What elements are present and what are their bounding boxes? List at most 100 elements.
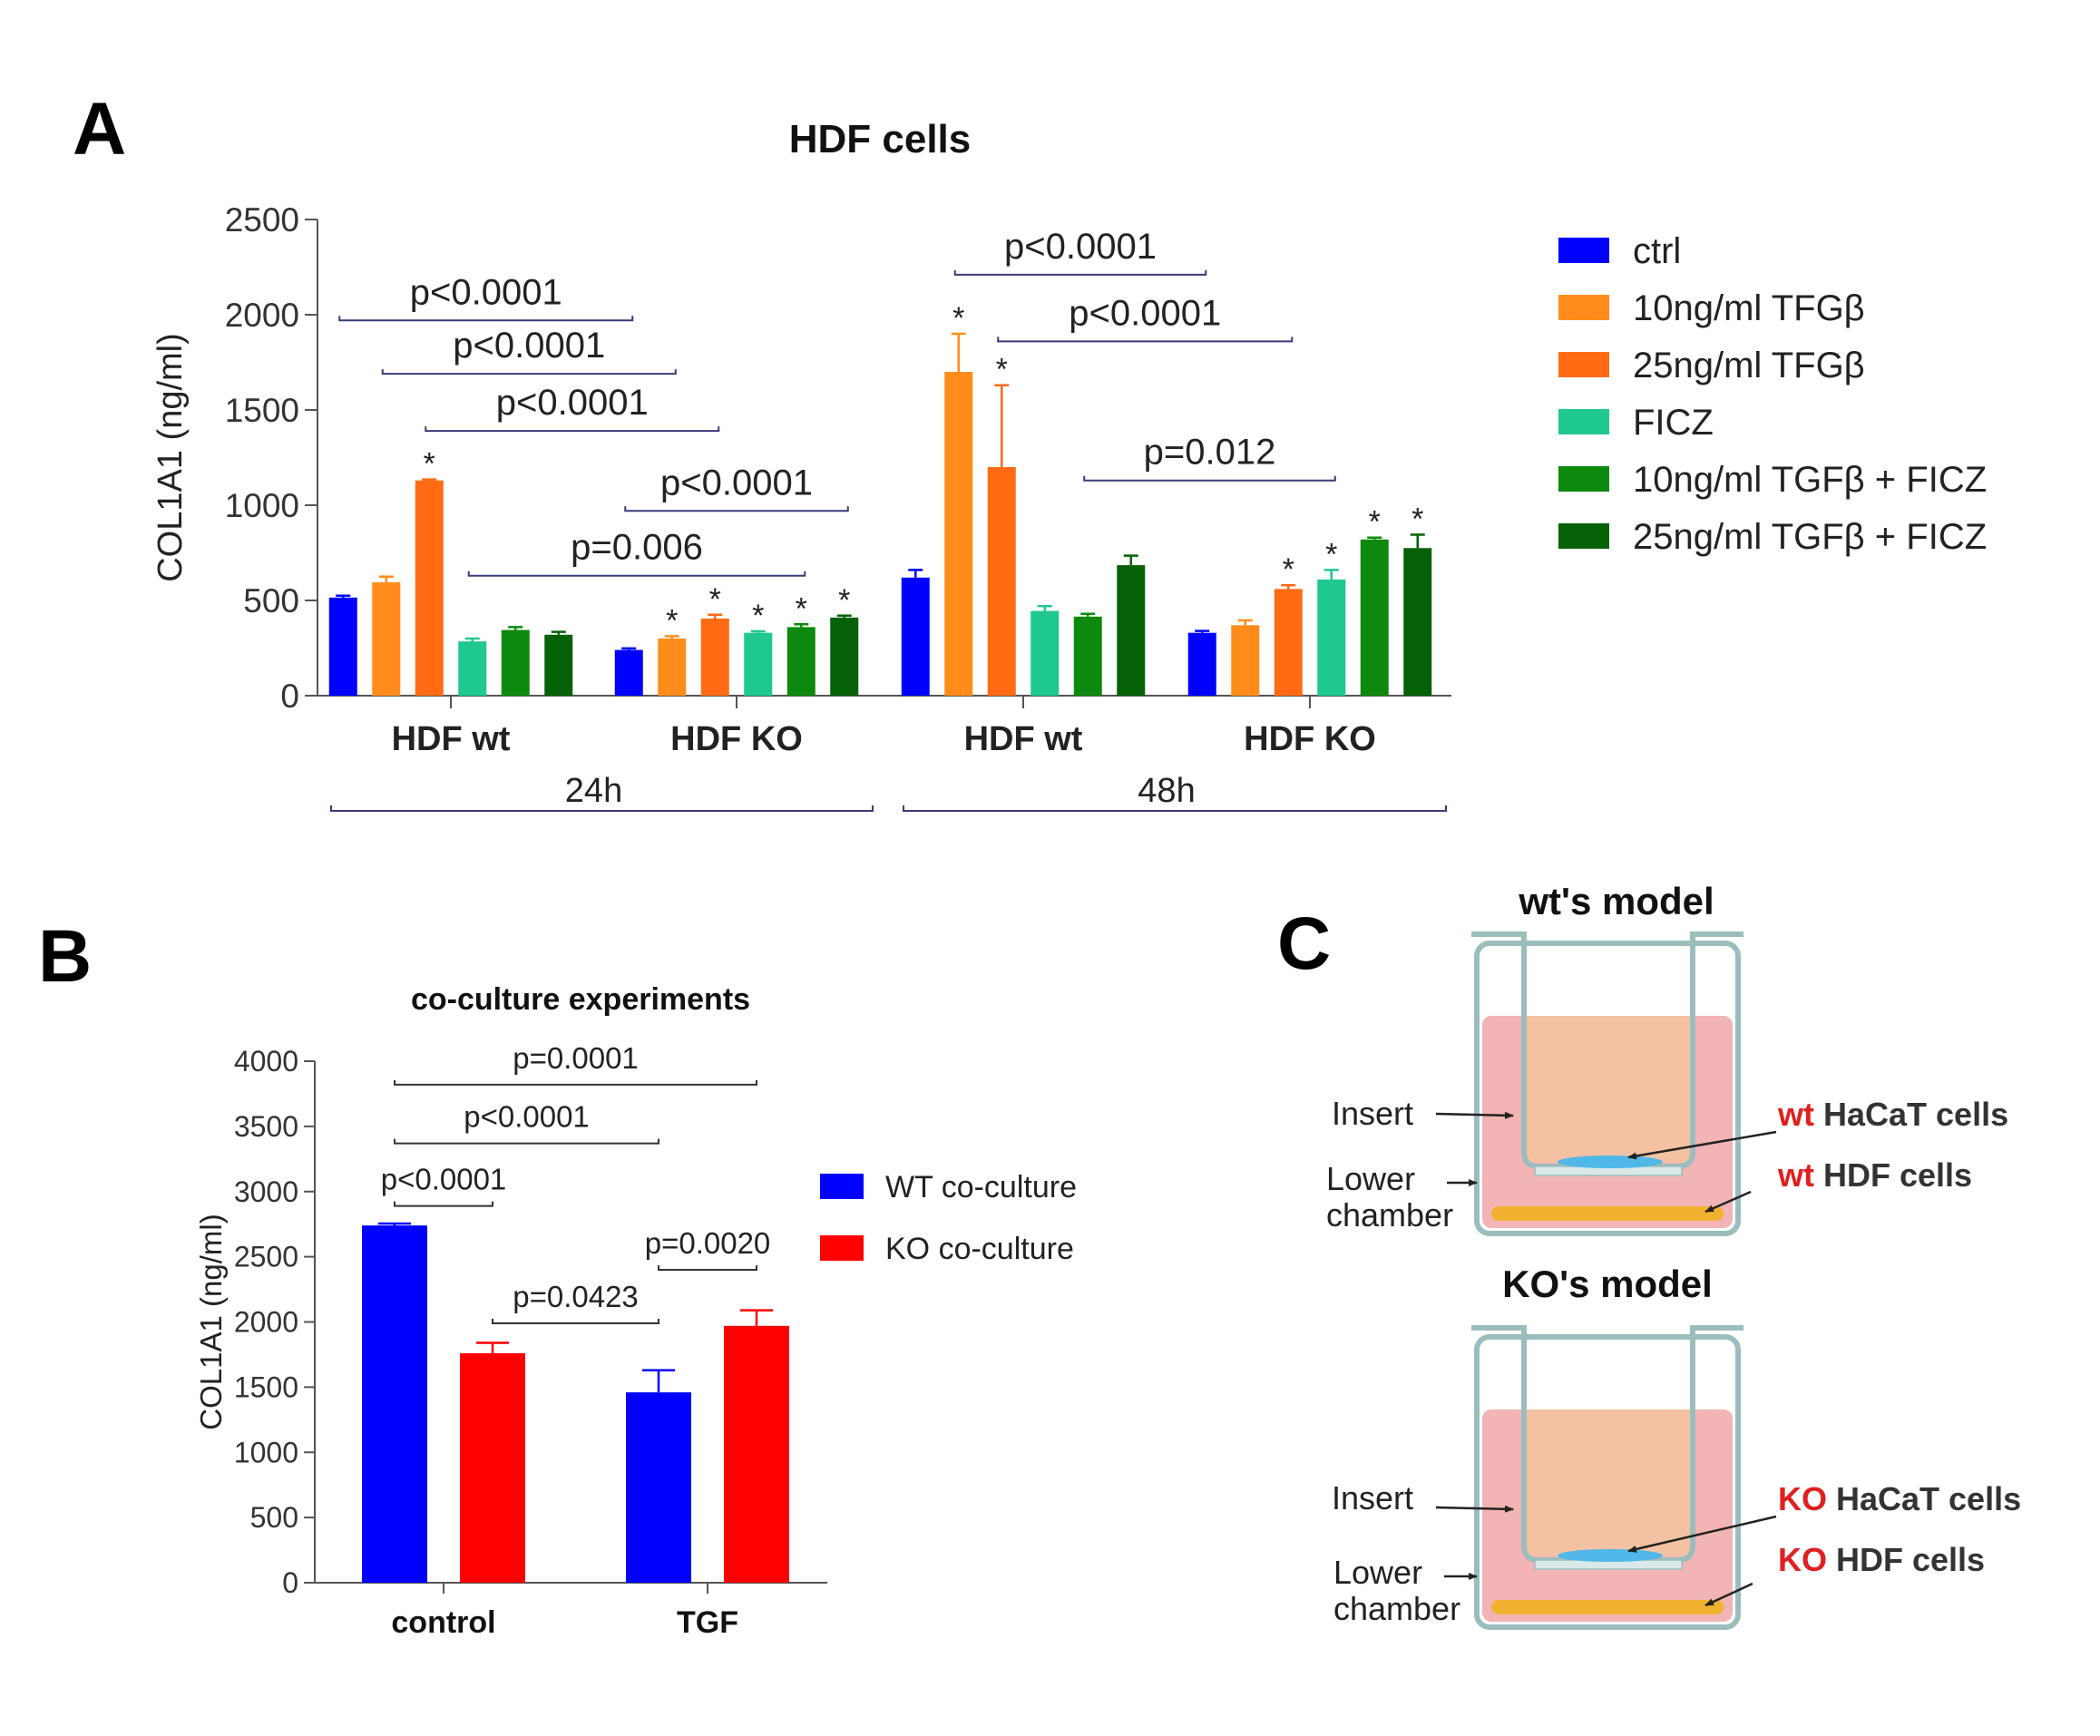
y-tick-label: 3000 <box>234 1175 298 1208</box>
legend-swatch <box>1558 409 1609 434</box>
hdf-cells-icon <box>1491 1206 1724 1221</box>
significance-star: * <box>838 583 850 618</box>
bar <box>1073 616 1102 696</box>
bar <box>415 480 444 696</box>
diagram-transwell-models: wt's model Insert Lower chamber wt HaCaT… <box>1326 880 2021 1630</box>
y-tick-label: 2000 <box>234 1306 298 1339</box>
p-value-label: p<0.0001 <box>1004 227 1157 267</box>
comparison-bracket <box>394 1079 757 1086</box>
p-value-label: p<0.0001 <box>410 272 562 312</box>
bar <box>458 641 487 696</box>
bar <box>1117 565 1146 696</box>
error-bar <box>908 569 923 578</box>
p-value-label: p<0.0001 <box>1069 293 1221 333</box>
y-tick-label: 1000 <box>225 487 299 524</box>
y-tick-label: 2000 <box>225 297 299 334</box>
chart-b-co-culture: co-culture experiments COL1A1 (ng/ml) 0 500… <box>194 982 1077 1640</box>
bar <box>1403 548 1432 696</box>
bar <box>1360 539 1389 696</box>
y-axis-label: COL1A1 (ng/ml) <box>151 333 190 582</box>
error-bar <box>551 630 566 635</box>
lower-label-1: Lower <box>1333 1554 1422 1591</box>
bar <box>1187 632 1216 696</box>
hdf-label: wt HDF cells <box>1777 1156 1972 1194</box>
y-tick-label: 1000 <box>234 1436 298 1468</box>
bar <box>614 649 643 696</box>
significance-star: * <box>952 301 964 336</box>
y-tick-label: 2500 <box>234 1241 298 1273</box>
y-tick-label: 0 <box>282 1566 298 1599</box>
bar <box>372 582 401 696</box>
chart-a-title: HDF cells <box>789 117 972 161</box>
category-label: TGF <box>677 1605 738 1640</box>
legend-label: ctrl <box>1633 231 1681 271</box>
bar <box>460 1353 525 1583</box>
error-bar <box>794 623 809 628</box>
bar <box>1231 625 1260 696</box>
comparison-bracket <box>394 1138 659 1145</box>
group-label: HDF wt <box>964 720 1083 758</box>
error-bar <box>1410 533 1425 549</box>
error-bar <box>464 637 480 642</box>
lower-label-1: Lower <box>1326 1160 1415 1197</box>
transwell-wt <box>1471 931 1743 1236</box>
comparison-bracket <box>1083 475 1336 482</box>
significance-star: * <box>1411 502 1423 537</box>
hacat-cells-icon <box>1558 1156 1663 1168</box>
bar <box>830 617 859 696</box>
error-bar <box>378 1222 411 1226</box>
legend-swatch <box>820 1235 864 1261</box>
significance-star: * <box>796 591 807 626</box>
insert-arrow <box>1435 1111 1514 1119</box>
legend-swatch <box>1558 352 1609 377</box>
significance-star: * <box>424 447 435 482</box>
error-bar <box>750 629 766 633</box>
legend-label: WT co-culture <box>885 1170 1077 1204</box>
error-bar <box>1237 619 1253 626</box>
p-value-label: p=0.0020 <box>645 1226 771 1260</box>
y-tick-label: 4000 <box>234 1045 298 1078</box>
error-bar <box>1123 554 1138 566</box>
hdf-cells-icon <box>1491 1600 1724 1614</box>
y-axis-label: COL1A1 (ng/ml) <box>194 1214 228 1429</box>
error-bar <box>508 626 523 630</box>
y-tick-label: 1500 <box>225 392 299 429</box>
y-tick-label: 0 <box>280 678 299 715</box>
error-bar <box>740 1309 773 1326</box>
category-label: control <box>391 1605 495 1640</box>
bar <box>362 1225 427 1583</box>
hdf-label: KO HDF cells <box>1778 1541 1985 1578</box>
y-tick-label: 500 <box>250 1501 298 1534</box>
error-bar <box>336 594 351 598</box>
error-bar <box>1037 605 1052 611</box>
insert-label: Insert <box>1332 1095 1413 1132</box>
significance-star: * <box>996 353 1008 387</box>
p-value-label: p=0.0001 <box>513 1041 639 1075</box>
p-value-label: p<0.0001 <box>381 1163 507 1196</box>
p-value-label: p<0.0001 <box>660 463 813 502</box>
hacat-arrow <box>1627 1130 1777 1160</box>
comparison-bracket <box>381 369 677 375</box>
transwell-ko <box>1471 1325 1743 1630</box>
error-bar <box>664 635 679 639</box>
legend-label: 25ng/ml TFGβ <box>1633 346 1865 385</box>
legend-label: 10ng/ml TGFβ + FICZ <box>1633 460 1987 500</box>
time-group-bracket <box>330 805 874 812</box>
comparison-bracket <box>658 1265 757 1271</box>
bar <box>501 629 530 696</box>
significance-star: * <box>709 582 721 617</box>
bar <box>1274 589 1303 696</box>
y-tick-label: 1500 <box>234 1370 298 1403</box>
chart-a-hdf-cells: HDF cells COL1A1 (ng/ml) 0 500 1000 1500 2000 2… <box>151 117 1987 812</box>
error-bar <box>422 478 437 481</box>
chart-b-title: co-culture experiments <box>411 982 750 1017</box>
hacat-label: KO HaCaT cells <box>1778 1480 2021 1517</box>
legend-swatch <box>1558 295 1609 320</box>
comparison-bracket <box>338 316 634 322</box>
panel-label-b: B <box>38 915 92 998</box>
error-bar <box>836 614 852 618</box>
legend-swatch <box>820 1174 864 1199</box>
insert-medium <box>1524 1016 1693 1163</box>
legend-label: FICZ <box>1633 403 1714 443</box>
error-bar <box>1367 536 1382 540</box>
